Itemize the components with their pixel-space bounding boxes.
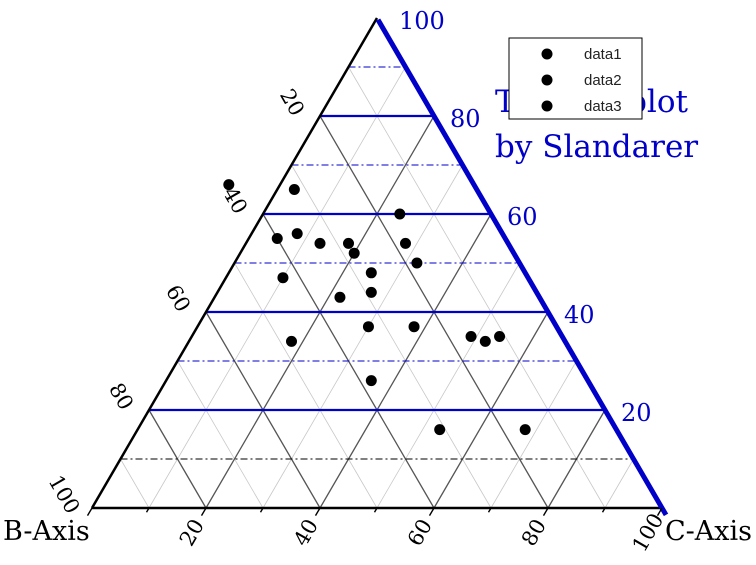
legend-label: data3 [584, 98, 622, 115]
b-tick [86, 507, 93, 517]
data-point [465, 331, 477, 342]
a-tick-label: 60 [507, 203, 538, 231]
b-tick-label: 80 [104, 379, 138, 414]
c-tick [145, 507, 150, 513]
legend-marker [541, 74, 553, 86]
c-tick-label: 40 [289, 515, 323, 550]
c-tick [656, 507, 663, 517]
minor-gridline [234, 262, 378, 509]
chart-subtitle: by Slandarer [495, 129, 698, 165]
data-point [271, 233, 283, 244]
b-tick-label: 60 [161, 281, 195, 316]
data-point [408, 321, 420, 333]
data-point [394, 208, 406, 220]
data-points [223, 179, 531, 436]
c-tick [314, 507, 321, 517]
c-tick-label: 60 [403, 515, 437, 550]
c-tick [259, 507, 264, 513]
a-tick-label: 100 [399, 7, 445, 35]
minor-gridline [604, 458, 634, 509]
c-axis-label: C-Axis [665, 516, 752, 547]
data-point [365, 286, 377, 298]
data-point [365, 375, 377, 387]
b-tick [117, 458, 122, 464]
minor-gridline [291, 164, 492, 509]
legend-box [508, 37, 643, 120]
series-data2 [223, 179, 531, 436]
legend-label: data2 [584, 72, 622, 89]
minor-gridline [376, 262, 520, 509]
c-tick-label: 20 [175, 515, 209, 550]
minor-gridline [177, 360, 264, 509]
c-tick [487, 507, 492, 513]
data-point [314, 237, 326, 249]
data-point [288, 184, 300, 195]
data-point [365, 267, 377, 279]
legend-marker [541, 48, 553, 60]
c-tick [428, 507, 435, 517]
b-tick-label: 40 [218, 183, 252, 218]
series-data3 [271, 233, 491, 436]
data-point [277, 272, 289, 284]
a-axis-gridlines [120, 66, 634, 460]
data-point [434, 424, 446, 436]
minor-gridline [148, 66, 406, 509]
c-tick [200, 507, 207, 517]
data-point [411, 257, 423, 269]
c-tick [542, 507, 549, 517]
legend: data1 data2 data3 [508, 37, 643, 120]
b-tick-label: 20 [275, 85, 309, 120]
legend-marker [541, 100, 553, 112]
c-tick [601, 507, 606, 513]
data-point [334, 291, 346, 303]
b-tick [345, 66, 350, 72]
minor-gridline [490, 360, 577, 509]
data-point [494, 331, 506, 342]
b-tick [200, 311, 207, 321]
data-point [400, 237, 411, 249]
a-tick-label: 40 [564, 301, 595, 329]
minor-gridline [262, 164, 463, 509]
c-tick-label: 80 [517, 515, 551, 550]
b-tick [257, 213, 264, 223]
data-point [362, 321, 374, 333]
c-tick-label: 100 [628, 509, 669, 556]
data-point [479, 335, 491, 347]
b-tick [143, 409, 150, 419]
b-tick [288, 164, 293, 170]
a-axis-edge [375, 18, 669, 517]
legend-label: data1 [584, 46, 622, 63]
b-axis-label: B-Axis [3, 516, 90, 547]
data-point [286, 335, 297, 347]
minor-gridline [348, 66, 606, 509]
minor-gridline [120, 458, 150, 509]
series-data1 [291, 208, 411, 333]
a-tick-label: 80 [450, 105, 481, 133]
axis-ticks [86, 66, 663, 517]
data-point [343, 237, 354, 249]
a-axis-tick-labels: 20 40 60 80 100 [399, 7, 652, 427]
c-axis-tick-labels: 20 40 60 80 100 [175, 509, 668, 556]
a-tick-label: 20 [621, 399, 652, 427]
b-tick [231, 262, 236, 268]
data-point [348, 247, 360, 259]
data-point [519, 424, 531, 436]
b-tick [314, 115, 321, 125]
data-point [223, 179, 235, 191]
c-tick [373, 507, 378, 513]
b-tick-label: 100 [44, 471, 85, 518]
minor-grid [120, 66, 634, 509]
b-tick [174, 360, 179, 366]
data-point [291, 228, 303, 240]
